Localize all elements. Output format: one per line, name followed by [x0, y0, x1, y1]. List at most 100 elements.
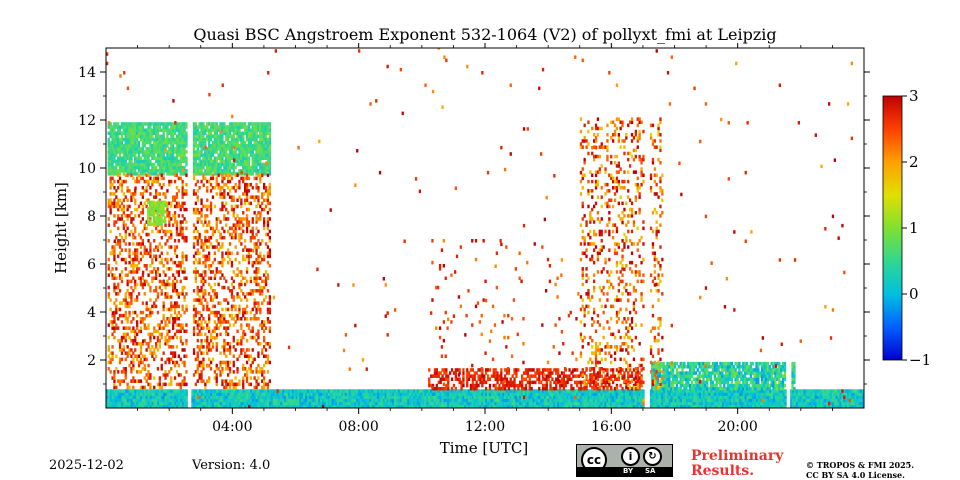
- heatmap-cell: [217, 392, 221, 396]
- heatmap-cell: [160, 282, 163, 287]
- heatmap-cell: [555, 389, 558, 393]
- heatmap-cell: [576, 395, 579, 400]
- heatmap-cell: [139, 242, 143, 246]
- heatmap-cell: [175, 360, 179, 365]
- heatmap-cell: [149, 310, 152, 315]
- heatmap-cell: [458, 401, 461, 406]
- heatmap-cell: [375, 389, 378, 393]
- heatmap-cell: [215, 137, 218, 142]
- heatmap-cell: [209, 295, 213, 299]
- heatmap-cell: [454, 398, 457, 403]
- heatmap-cell: [107, 395, 111, 400]
- heatmap-cell: [175, 195, 179, 199]
- heatmap-cell: [185, 395, 188, 400]
- heatmap-cell: [594, 395, 598, 400]
- heatmap-cell: [522, 392, 526, 396]
- heatmap-cell: [126, 214, 129, 218]
- heatmap-cell: [244, 162, 247, 167]
- heatmap-cell: [530, 401, 533, 406]
- heatmap-cell: [122, 298, 125, 302]
- heatmap-cell: [245, 189, 249, 193]
- heatmap-cell: [268, 251, 271, 256]
- heatmap-cell: [170, 235, 173, 240]
- heatmap-cell: [151, 276, 154, 281]
- heatmap-cell: [122, 153, 125, 157]
- heatmap-cell: [373, 404, 376, 408]
- heatmap-cell: [166, 125, 169, 129]
- heatmap-cell: [164, 169, 167, 173]
- heatmap-cell: [242, 165, 245, 170]
- heatmap-cell: [213, 186, 216, 190]
- heatmap-cell: [263, 398, 266, 403]
- heatmap-cell: [210, 401, 213, 406]
- heatmap-cell: [257, 329, 260, 334]
- heatmap-cell: [149, 200, 152, 205]
- heatmap-cell: [181, 128, 184, 132]
- heatmap-cell: [124, 162, 127, 167]
- heatmap-cell: [259, 254, 262, 259]
- heatmap-cell: [173, 320, 177, 324]
- heatmap-cell: [208, 147, 211, 151]
- heatmap-cell: [359, 392, 363, 396]
- heatmap-cell: [278, 395, 281, 400]
- heatmap-cell: [209, 207, 213, 212]
- heatmap-cell: [310, 401, 313, 406]
- heatmap-cell: [418, 389, 421, 393]
- heatmap-cell: [170, 395, 173, 400]
- heatmap-cell: [230, 176, 234, 181]
- heatmap-cell: [109, 298, 112, 302]
- heatmap-cell: [124, 144, 127, 148]
- heatmap-cell: [337, 389, 340, 393]
- heatmap-cell: [106, 401, 109, 406]
- heatmap-cell: [602, 389, 605, 393]
- heatmap-cell: [253, 389, 257, 393]
- heatmap-cell: [255, 159, 258, 164]
- heatmap-cell: [604, 398, 607, 403]
- heatmap-cell: [134, 140, 137, 145]
- heatmap-cell: [236, 267, 239, 271]
- heatmap-cell: [502, 389, 505, 393]
- heatmap-cell: [305, 398, 308, 403]
- heatmap-cell: [390, 401, 393, 406]
- heatmap-cell: [230, 156, 234, 161]
- heatmap-cell: [166, 128, 169, 132]
- heatmap-cell: [196, 220, 199, 224]
- heatmap-cell: [255, 186, 258, 190]
- heatmap-cell: [230, 195, 234, 199]
- heatmap-cell: [481, 392, 484, 396]
- heatmap-cell: [253, 401, 257, 406]
- heatmap-cell: [259, 162, 262, 167]
- heatmap-cell: [158, 214, 161, 218]
- heatmap-cell: [160, 156, 163, 161]
- heatmap-cell: [143, 395, 147, 400]
- heatmap-cell: [173, 260, 177, 265]
- heatmap-cell: [115, 367, 118, 371]
- heatmap-cell: [153, 223, 156, 227]
- heatmap-cell: [113, 370, 116, 374]
- heatmap-cell: [363, 392, 366, 396]
- heatmap-cell: [166, 338, 169, 343]
- heatmap-cell: [130, 122, 133, 126]
- heatmap-cell: [137, 173, 141, 178]
- heatmap-cell: [181, 404, 185, 408]
- heatmap-cell: [513, 401, 516, 406]
- heatmap-cell: [255, 289, 258, 293]
- heatmap-cell: [196, 351, 199, 355]
- heatmap-cell: [306, 398, 310, 403]
- heatmap-cell: [248, 398, 251, 403]
- heatmap-cell: [263, 134, 266, 139]
- heatmap-cell: [215, 182, 218, 187]
- heatmap-cell: [431, 401, 435, 406]
- heatmap-cell: [128, 395, 131, 400]
- heatmap-cell: [342, 398, 346, 403]
- heatmap-cell: [179, 313, 182, 318]
- heatmap-cell: [325, 401, 329, 406]
- heatmap-cell: [236, 392, 240, 396]
- heatmap-cell: [259, 292, 262, 296]
- heatmap-cell: [335, 389, 338, 393]
- heatmap-cell: [115, 292, 118, 296]
- heatmap-cell: [130, 220, 133, 224]
- heatmap-cell: [213, 128, 216, 132]
- heatmap-cell: [136, 401, 139, 406]
- heatmap-cell: [234, 304, 237, 309]
